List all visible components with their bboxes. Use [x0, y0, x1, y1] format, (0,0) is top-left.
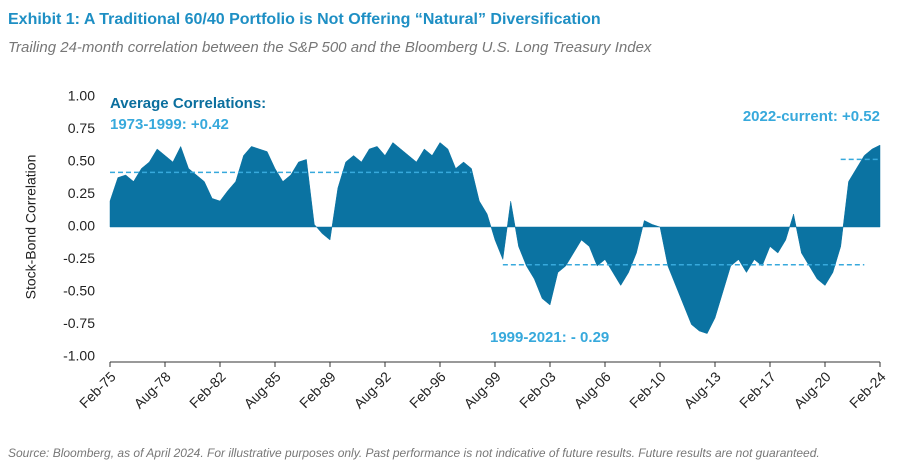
y-tick-label: -0.75 — [63, 315, 95, 331]
y-tick-label: 0.25 — [68, 185, 95, 201]
area — [109, 142, 881, 334]
x-tick-label: Aug-13 — [680, 368, 723, 411]
x-tick-label: Aug-06 — [570, 368, 613, 411]
y-tick-label: -0.50 — [63, 283, 95, 299]
y-tick-label: -0.25 — [63, 250, 95, 266]
y-tick-label: -1.00 — [63, 348, 95, 364]
x-tick-label: Aug-20 — [790, 368, 833, 411]
reference-label: 1973-1999: +0.42 — [110, 116, 229, 133]
x-tick-label: Feb-10 — [626, 368, 669, 411]
x-tick-label: Aug-99 — [460, 368, 503, 411]
x-tick-label: Feb-03 — [516, 368, 559, 411]
y-tick-label: 0.75 — [68, 120, 95, 136]
reference-label: 1999-2021: - 0.29 — [490, 329, 609, 346]
y-axis-label: Stock-Bond Correlation — [23, 155, 39, 300]
x-tick-label: Feb-75 — [76, 368, 119, 411]
x-tick-label: Aug-85 — [240, 368, 283, 411]
y-tick-label: 0.50 — [68, 153, 95, 169]
chart-title: Exhibit 1: A Traditional 60/40 Portfolio… — [8, 11, 601, 28]
y-tick-label: 1.00 — [68, 88, 95, 104]
x-tick-label: Feb-24 — [846, 368, 889, 411]
x-tick-label: Feb-82 — [186, 368, 229, 411]
source-note: Source: Bloomberg, as of April 2024. For… — [8, 446, 820, 460]
y-tick-label: 0.00 — [68, 218, 95, 234]
annotation: Average Correlations: — [110, 95, 266, 112]
x-tick-label: Aug-92 — [350, 368, 393, 411]
chart-subtitle: Trailing 24-month correlation between th… — [8, 39, 652, 56]
x-tick-label: Aug-78 — [130, 368, 173, 411]
x-tick-label: Feb-96 — [406, 368, 449, 411]
x-tick-label: Feb-89 — [296, 368, 339, 411]
x-tick-label: Feb-17 — [736, 368, 779, 411]
reference-label: 2022-current: +0.52 — [743, 108, 880, 125]
